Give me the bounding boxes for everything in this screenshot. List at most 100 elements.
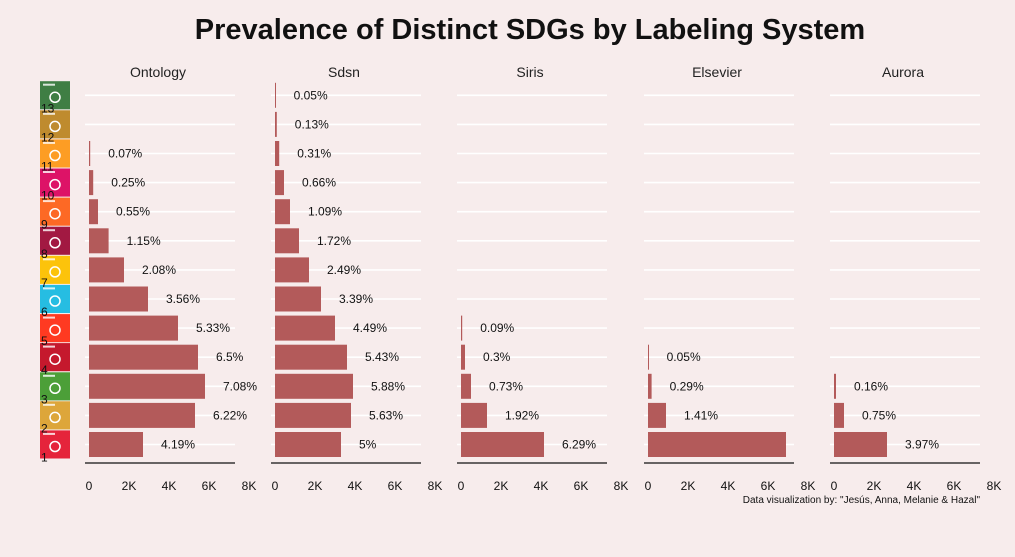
- x-tick-label: 2K: [494, 479, 509, 493]
- sdg-icon-caption-mark: [43, 374, 55, 377]
- sdg-icon-caption-mark: [43, 112, 55, 115]
- bar: [461, 344, 465, 370]
- bar: [89, 286, 148, 312]
- data-label: 0.31%: [297, 147, 331, 161]
- facet-title: Siris: [516, 64, 543, 80]
- bar: [648, 373, 652, 399]
- facet-title: Ontology: [130, 64, 186, 80]
- sdg-icon-caption-mark: [43, 200, 55, 203]
- sdg-glyph-icon: [49, 295, 61, 307]
- sdg-row-number: 6: [41, 305, 48, 319]
- x-tick-label: 8K: [428, 479, 443, 493]
- data-label: 0.55%: [116, 205, 150, 219]
- bar: [275, 286, 321, 312]
- sdg-icon-tile: [40, 226, 70, 255]
- bar: [275, 402, 351, 428]
- sdg-row-number: 11: [41, 160, 54, 174]
- sdg-icon: 1: [40, 430, 70, 465]
- bar: [275, 170, 284, 196]
- x-tick-label: 0: [272, 479, 279, 493]
- data-label: 1.41%: [684, 408, 718, 422]
- facet-panel-elsevier: Elsevier 1.41% 0.29% 0.05% 0 2K 4K 6K 8K: [644, 64, 815, 493]
- sdg-icon-caption-mark: [43, 229, 55, 232]
- data-label: 6.22%: [213, 408, 247, 422]
- sdg-icon: 8: [40, 226, 70, 261]
- sdg-row-number: 3: [41, 392, 48, 406]
- sdg-icon-tile: [40, 284, 70, 313]
- bar: [89, 228, 109, 254]
- data-label: 0.75%: [862, 408, 896, 422]
- sdg-icon-caption-mark: [43, 141, 55, 144]
- sdg-row-number: 8: [41, 247, 48, 261]
- sdg-glyph-icon: [49, 324, 61, 336]
- x-tick-label: 4K: [721, 479, 736, 493]
- x-tick-label: 6K: [202, 479, 217, 493]
- data-label: 1.09%: [308, 205, 342, 219]
- sdg-row-number: 10: [41, 189, 55, 203]
- x-tick-label: 8K: [987, 479, 1002, 493]
- bar: [648, 432, 786, 457]
- sdg-glyph-icon: [49, 411, 61, 424]
- sdg-icon: 2: [40, 401, 70, 435]
- data-label: 0.16%: [854, 379, 888, 393]
- data-label: 1.72%: [317, 234, 351, 248]
- bar: [89, 402, 195, 428]
- sdg-glyph-icon: [49, 237, 61, 249]
- data-label: 2.08%: [142, 263, 176, 277]
- facet-panels: Ontology 4.19% 6.22% 7.08% 6.5% 5.33% 3.56% 2.0…: [85, 64, 1001, 493]
- data-label: 7.08%: [223, 379, 257, 393]
- x-tick-label: 0: [86, 479, 93, 493]
- facet-panel-ontology: Ontology 4.19% 6.22% 7.08% 6.5% 5.33% 3.56% 2.0…: [85, 64, 257, 493]
- data-label: 4.19%: [161, 438, 195, 452]
- data-label: 0.66%: [302, 176, 336, 190]
- x-tick-label: 4K: [534, 479, 549, 493]
- x-tick-label: 6K: [947, 479, 962, 493]
- x-tick-label: 8K: [614, 479, 629, 493]
- sdg-row-number: 9: [41, 218, 48, 232]
- data-label: 0.3%: [483, 350, 511, 364]
- data-label: 5%: [359, 438, 377, 452]
- sdg-row-number: 12: [41, 130, 55, 144]
- sdg-row-number: 4: [41, 363, 48, 377]
- data-label: 0.05%: [667, 350, 701, 364]
- bar: [834, 432, 887, 457]
- bar: [648, 344, 649, 370]
- data-label: 0.13%: [295, 117, 329, 131]
- x-tick-label: 8K: [242, 479, 257, 493]
- x-tick-label: 2K: [867, 479, 882, 493]
- data-label: 3.97%: [905, 438, 939, 452]
- x-tick-label: 4K: [162, 479, 177, 493]
- sdg-icon: 11: [40, 139, 70, 174]
- sdg-row-number: 7: [41, 276, 48, 290]
- data-label: 0.07%: [108, 147, 142, 161]
- bar: [834, 373, 836, 399]
- bar: [275, 432, 341, 457]
- facet-title: Elsevier: [692, 64, 742, 80]
- data-label: 0.29%: [670, 379, 704, 393]
- facet-title: Sdsn: [328, 64, 360, 80]
- sdg-icon: 3: [40, 372, 70, 406]
- facet-title: Aurora: [882, 64, 924, 80]
- data-label: 1.15%: [127, 234, 161, 248]
- bar: [275, 199, 290, 225]
- bar: [648, 402, 666, 428]
- sdg-icon-tile: [40, 81, 70, 110]
- x-tick-label: 2K: [308, 479, 323, 493]
- sdg-glyph-icon: [49, 178, 61, 191]
- bar: [275, 315, 335, 341]
- sdg-icon-tile: [40, 197, 70, 226]
- sdg-icon-tile: [40, 430, 70, 459]
- data-label: 0.05%: [294, 88, 328, 102]
- sdg-row-number: 1: [41, 451, 48, 465]
- sdg-icon-tile: [40, 343, 70, 372]
- sdg-icon: 4: [40, 343, 70, 377]
- data-label: 3.56%: [166, 292, 200, 306]
- bar: [275, 82, 276, 108]
- data-label: 1.92%: [505, 408, 539, 422]
- bar: [461, 315, 463, 341]
- x-tick-label: 0: [645, 479, 652, 493]
- bar: [275, 344, 347, 370]
- sdg-icon-tile: [40, 372, 70, 401]
